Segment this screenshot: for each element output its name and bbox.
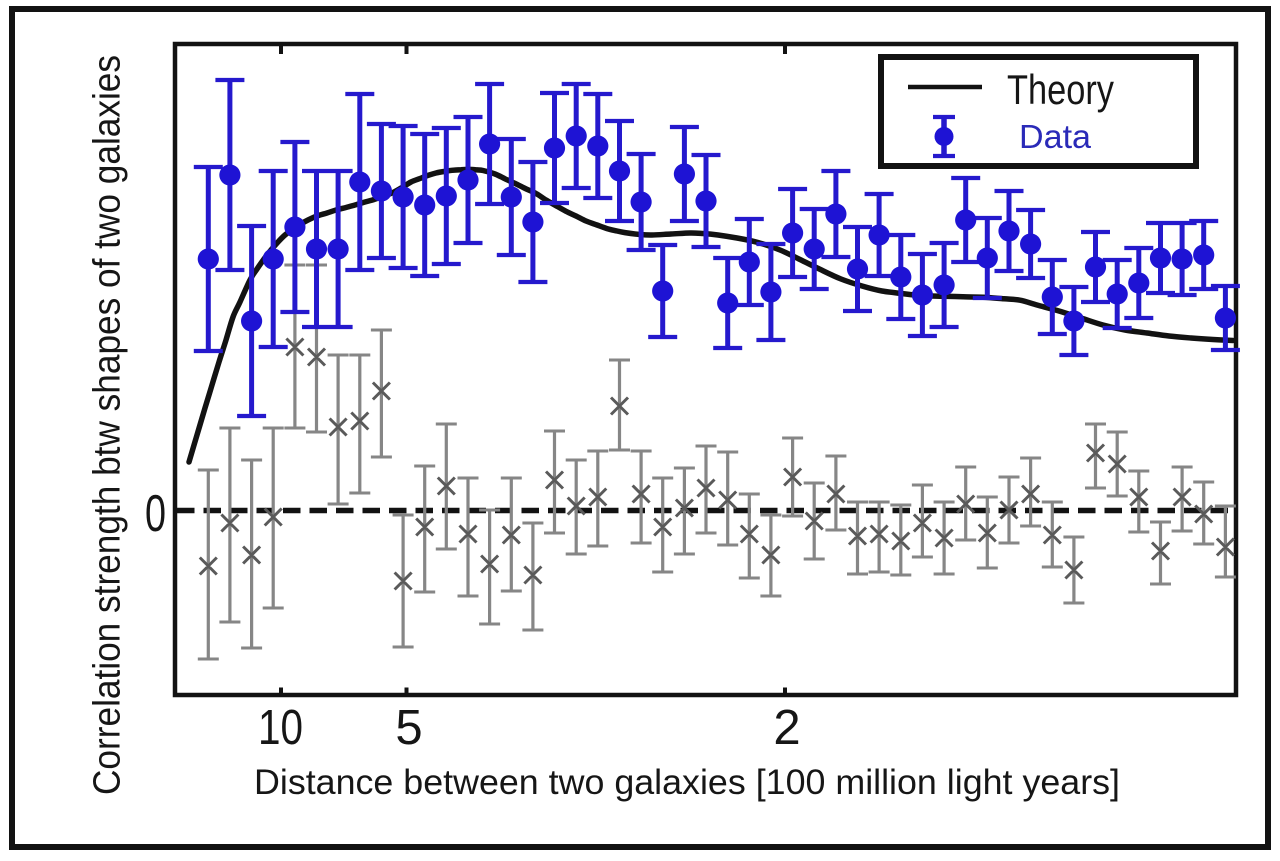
svg-text:Correlation strength btw shape: Correlation strength btw shapes of two g… xyxy=(87,55,129,795)
svg-text:Data: Data xyxy=(1019,118,1092,155)
svg-text:Theory: Theory xyxy=(1007,66,1114,113)
svg-text:5: 5 xyxy=(395,701,422,755)
svg-text:10: 10 xyxy=(258,701,303,755)
svg-text:2: 2 xyxy=(773,701,800,755)
svg-text:Distance between two galaxies: Distance between two galaxies [100 milli… xyxy=(254,763,1120,802)
svg-text:0: 0 xyxy=(145,485,166,543)
